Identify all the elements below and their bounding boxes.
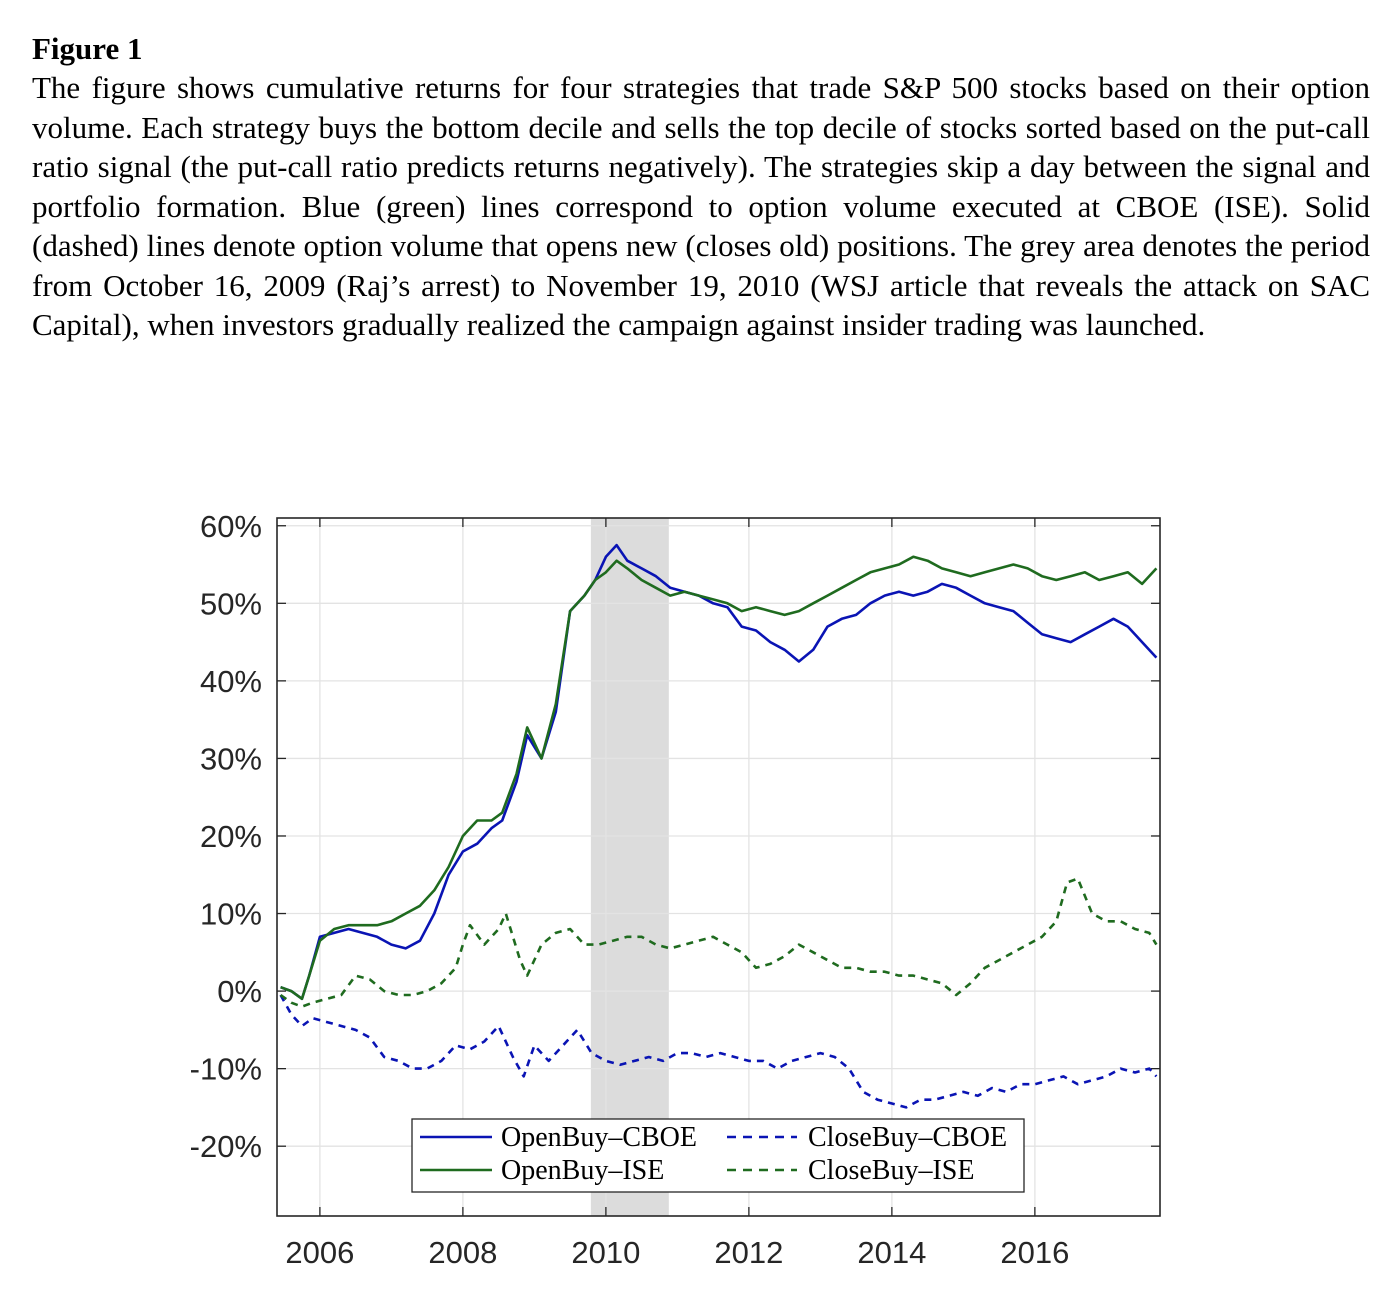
series-line-openbuy-cboe <box>280 543 1158 1001</box>
y-tick-label: -10% <box>190 1052 262 1087</box>
y-tick-label: 0% <box>217 974 262 1009</box>
x-tick-label: 2016 <box>1000 1235 1069 1270</box>
y-tick-label: 40% <box>200 664 262 699</box>
series-line-closebuy-ise <box>279 877 1158 1008</box>
y-tick-label: 50% <box>200 586 262 621</box>
x-tick-label: 2012 <box>714 1235 783 1270</box>
legend-label: OpenBuy–CBOE <box>501 1122 697 1153</box>
y-tick-label: 30% <box>200 741 262 776</box>
x-tick-label: 2008 <box>428 1235 497 1270</box>
legend-label: CloseBuy–CBOE <box>808 1122 1007 1153</box>
legend-box <box>411 1118 1025 1193</box>
y-tick-label: 60% <box>200 509 262 544</box>
legend-label: OpenBuy–ISE <box>501 1155 664 1186</box>
figure-title: Figure 1 <box>32 31 143 66</box>
y-tick-label: 20% <box>200 819 262 854</box>
y-tick-label: 10% <box>200 897 262 932</box>
x-tick-label: 2006 <box>285 1235 354 1270</box>
plot-frame <box>276 517 1161 1217</box>
shaded-period-region <box>590 518 669 1216</box>
figure-caption: The figure shows cumulative returns for … <box>32 70 1370 342</box>
x-tick-label: 2014 <box>857 1235 926 1270</box>
series-line-closebuy-cboe <box>279 994 1158 1109</box>
plot-area <box>277 518 1160 1216</box>
figure-caption-block: Figure 1 The figure shows cumulative ret… <box>32 30 1370 345</box>
legend-label: CloseBuy–ISE <box>808 1155 974 1186</box>
y-tick-label: -20% <box>190 1129 262 1164</box>
x-tick-label: 2010 <box>571 1235 640 1270</box>
series-line-openbuy-ise <box>280 555 1158 1001</box>
